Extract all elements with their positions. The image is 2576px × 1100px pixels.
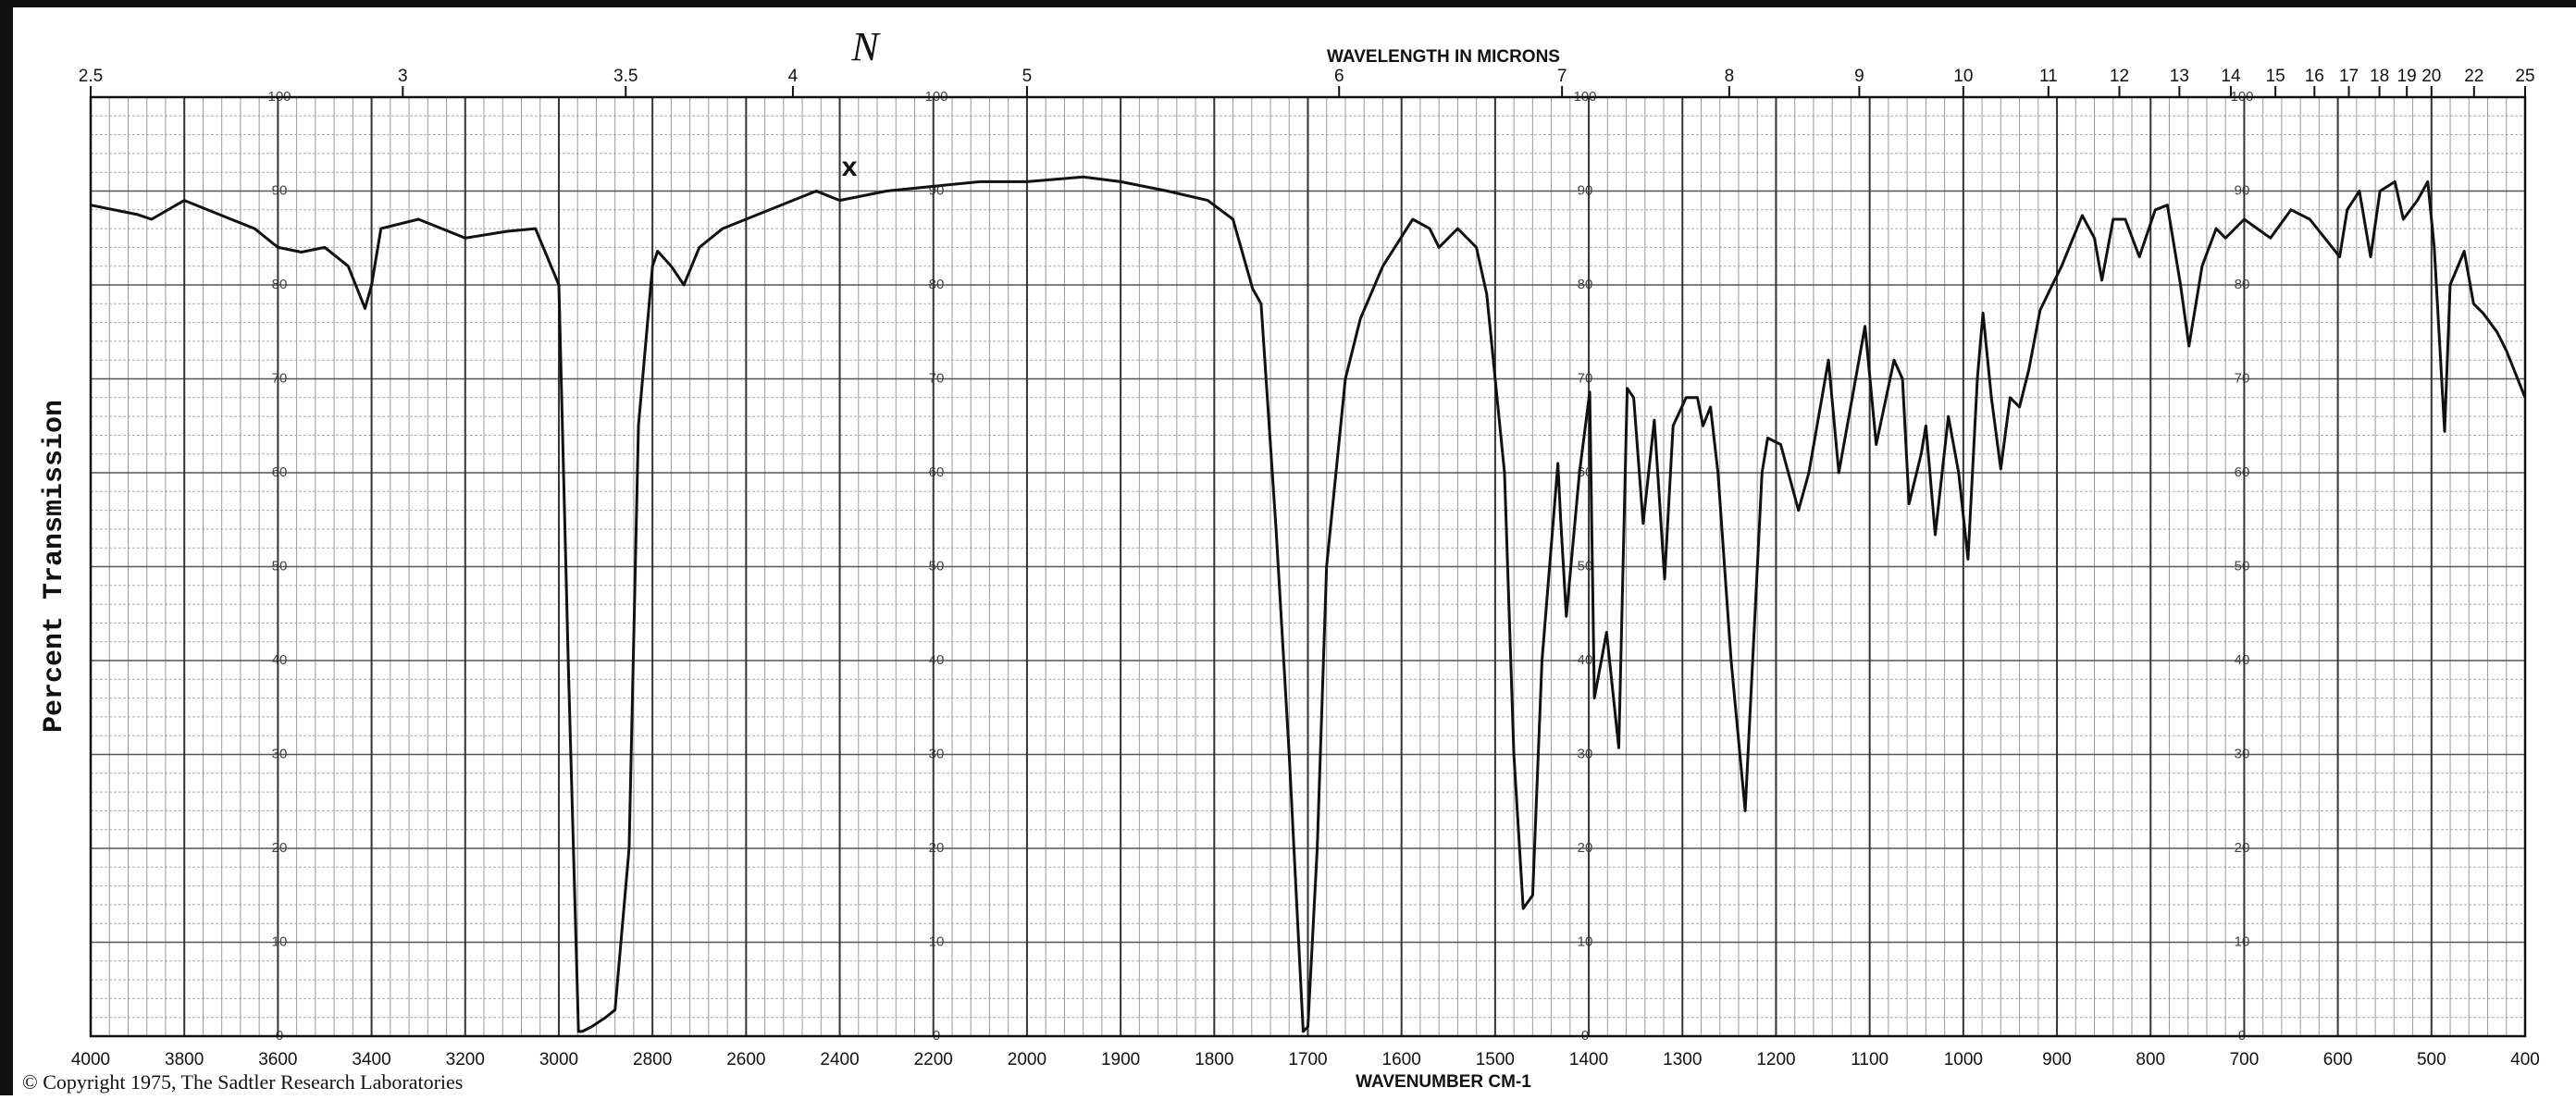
y-tick-label: 50 (2235, 558, 2250, 574)
y-tick-label: 90 (2235, 182, 2250, 198)
x2-tick-label: 18 (2370, 67, 2389, 86)
left-border (0, 0, 13, 1095)
x-tick-label: 900 (2042, 1050, 2072, 1069)
x-tick-label: 1200 (1756, 1050, 1795, 1069)
top-border (0, 0, 2576, 7)
x2-tick-label: 15 (2266, 67, 2285, 86)
y-tick-label: 50 (929, 558, 945, 574)
y-tick-label: 30 (929, 746, 945, 761)
footer: © Copyright 1975, The Sadtler Research L… (22, 1070, 463, 1094)
x-tick-label: 1700 (1288, 1050, 1327, 1069)
x-tick-label: 3600 (258, 1050, 297, 1069)
y-tick-label: 80 (1578, 277, 1593, 292)
y-tick-label: 80 (272, 277, 288, 292)
y-tick-label: 30 (2235, 746, 2250, 761)
x-tick-label: 2400 (820, 1050, 859, 1069)
y-tick-label: 70 (2235, 370, 2250, 386)
x2-tick-label: 13 (2170, 67, 2189, 86)
y-tick-label: 90 (272, 182, 288, 198)
x-tick-label: 2600 (726, 1050, 765, 1069)
x2-tick-label: 17 (2339, 67, 2359, 86)
x-tick-label: 600 (2323, 1050, 2353, 1069)
y-tick-label: 30 (1578, 746, 1593, 761)
x2-tick-label: 8 (1725, 67, 1735, 86)
y-tick-label: 10 (2235, 933, 2250, 949)
x-tick-label: 2000 (1008, 1050, 1046, 1069)
x-title: WAVENUMBER CM-1 (1356, 1072, 1531, 1092)
y-tick-label: 10 (929, 933, 945, 949)
y-tick-label: 70 (1578, 370, 1593, 386)
y-tick-label: 20 (1578, 840, 1593, 856)
x2-tick-label: 3 (398, 67, 408, 86)
y-tick-label: 50 (1578, 558, 1593, 574)
y-tick-label: 60 (272, 464, 288, 480)
x2-tick-label: 7 (1557, 67, 1567, 86)
x2-tick-label: 12 (2110, 67, 2129, 86)
y-tick-label: 10 (1578, 933, 1593, 949)
x-tick-label: 1500 (1476, 1050, 1515, 1069)
x2-tick-label: 11 (2039, 67, 2058, 86)
x-tick-label: 1300 (1663, 1050, 1702, 1069)
y-tick-label: 70 (929, 370, 945, 386)
x-tick-label: 2200 (914, 1050, 953, 1069)
x-tick-label: 1600 (1382, 1050, 1421, 1069)
y-tick-label: 60 (929, 464, 945, 480)
y-tick-label: 80 (929, 277, 945, 292)
y-title: Percent Transmission (39, 400, 70, 733)
x-tick-label: 800 (2136, 1050, 2165, 1069)
x-tick-label: 1100 (1851, 1050, 1889, 1069)
x-tick-label: 1000 (1944, 1050, 1983, 1069)
x-tick-label: 1900 (1101, 1050, 1140, 1069)
y-tick-label: 40 (2235, 652, 2250, 668)
y-tick-label: 40 (929, 652, 945, 668)
x2-tick-label: 4 (788, 67, 799, 86)
x-tick-label: 700 (2230, 1050, 2260, 1069)
x2-tick-label: 5 (1022, 67, 1033, 86)
x2-tick-label: 3.5 (613, 67, 638, 86)
y-tick-label: 70 (272, 370, 288, 386)
y-tick-label: 40 (272, 652, 288, 668)
x-tick-label: 500 (2417, 1050, 2446, 1069)
y-tick-label: 20 (929, 840, 945, 856)
x2-tick-label: 6 (1334, 67, 1344, 86)
plot-frame (89, 95, 2527, 1038)
x-tick-label: 3200 (446, 1050, 485, 1069)
y-tick-label: 30 (272, 746, 288, 761)
y-tick-label: 40 (1578, 652, 1593, 668)
spectrum-line (90, 175, 2527, 1033)
x-tick-label: 1400 (1569, 1050, 1608, 1069)
y-tick-label: 50 (272, 558, 288, 574)
x-tick-label: 400 (2510, 1050, 2540, 1069)
x2-title: WAVELENGTH IN MICRONS (1327, 47, 1560, 67)
x2-tick-label: 25 (2515, 67, 2534, 86)
annotation: x (841, 154, 858, 185)
x2-tick-label: 2.5 (79, 67, 103, 86)
y-tick-label: 60 (2235, 464, 2250, 480)
x-tick-label: 3000 (539, 1050, 578, 1069)
x2-tick-label: 22 (2464, 67, 2483, 86)
x-tick-label: 3800 (165, 1050, 204, 1069)
x2-tick-label: 19 (2397, 67, 2417, 86)
x-tick-label: 3400 (352, 1050, 390, 1069)
x2-tick-label: 9 (1854, 67, 1864, 86)
y-tick-label: 90 (1578, 182, 1593, 198)
x-tick-label: 1800 (1195, 1050, 1233, 1069)
annotation: N (850, 24, 881, 69)
x2-tick-label: 20 (2421, 67, 2441, 86)
x-tick-label: 4000 (71, 1050, 110, 1069)
x-tick-label: 2800 (633, 1050, 672, 1069)
marks (90, 175, 2527, 1033)
y-tick-label: 10 (272, 933, 288, 949)
x2-tick-label: 10 (1953, 67, 1973, 86)
y-tick-label: 20 (2235, 840, 2250, 856)
y-tick-label: 20 (272, 840, 288, 856)
x2-tick-label: 14 (2221, 67, 2241, 86)
x2-tick-label: 16 (2305, 67, 2324, 86)
y-tick-label: 80 (2235, 277, 2250, 292)
